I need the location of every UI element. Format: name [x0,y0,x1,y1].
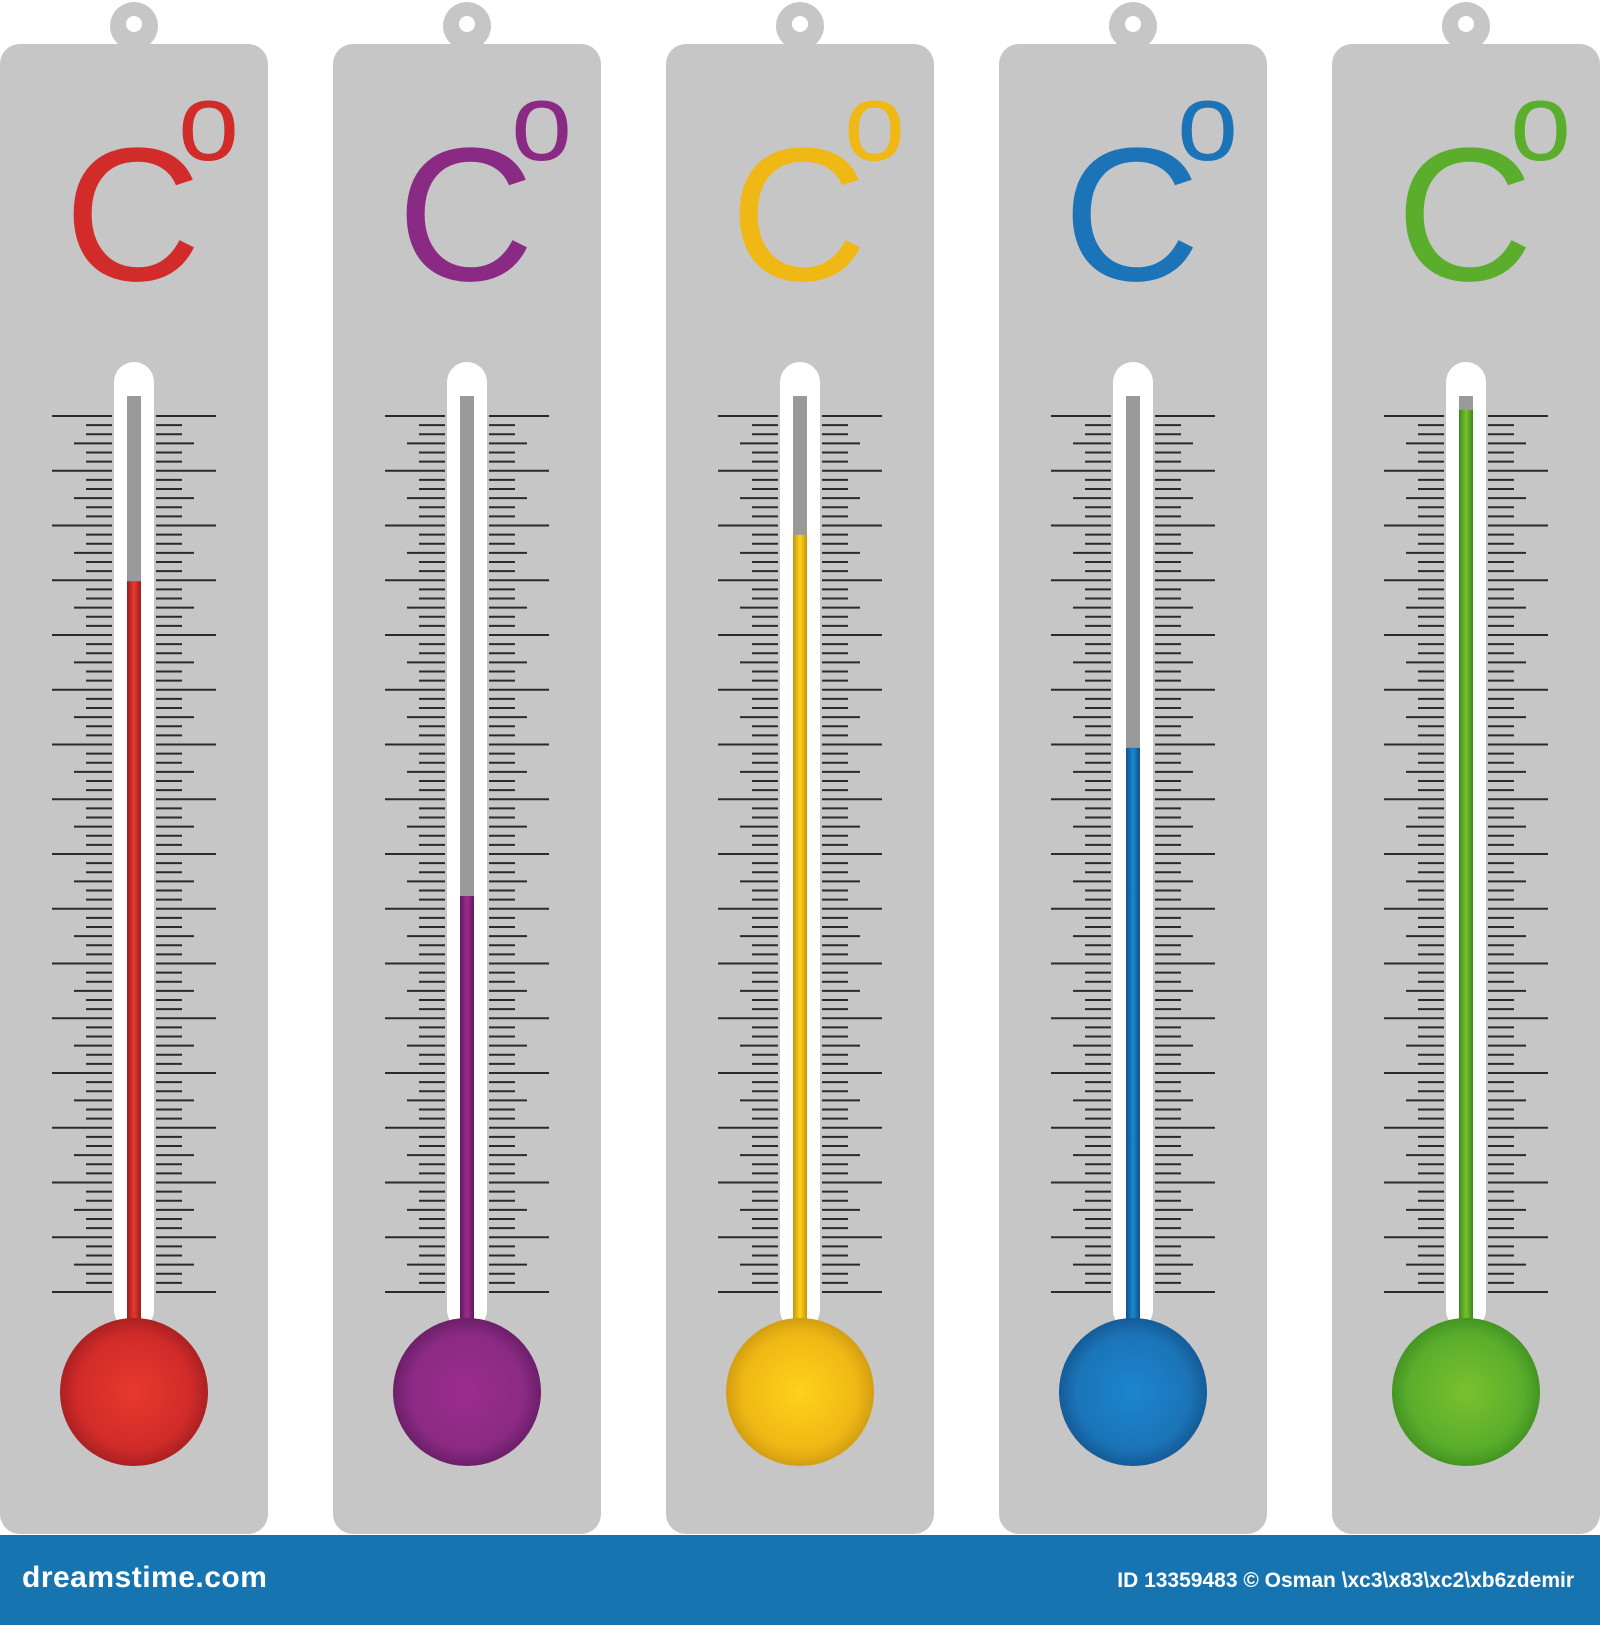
unit-degree-mark: o [1177,61,1238,184]
hanger-hole [1458,16,1474,32]
watermark-brand: dreamstime.com [22,1561,268,1594]
scale-ticks [718,415,882,1293]
hanger-hole [459,16,475,32]
liquid-column [1126,747,1140,1342]
unit-letter: C [64,109,201,321]
thermometer-green: Co [1332,2,1600,1534]
thermometer-bulb [1059,1318,1207,1466]
unit-degree-mark: o [178,61,239,184]
liquid-column [793,534,807,1342]
scale-ticks [1051,415,1215,1293]
unit-letter: C [397,109,534,321]
thermometer-purple: Co [333,2,601,1534]
thermometer-bulb [60,1318,208,1466]
liquid-column [1459,409,1473,1342]
hanger-hole [126,16,142,32]
thermometer-red: Co [0,2,268,1534]
scale-ticks [1384,415,1548,1293]
thermometer-bulb [393,1318,541,1466]
scale-ticks [52,415,216,1293]
thermometers-illustration: Co Co Co Co Co [0,2,1600,1534]
liquid-column [460,896,474,1342]
watermark-bar: dreamstime.com ID 13359483 © Osman \xc3\… [0,1535,1600,1625]
unit-degree-mark: o [1510,61,1571,184]
thermometer-bulb [1392,1318,1540,1466]
hanger-hole [792,16,808,32]
thermometer-yellow: Co [666,2,934,1534]
unit-letter: C [1063,109,1200,321]
liquid-column [127,581,141,1342]
unit-letter: C [730,109,867,321]
unit-degree-mark: o [844,61,905,184]
hanger-hole [1125,16,1141,32]
thermometer-bulb [726,1318,874,1466]
image-credit: ID 13359483 © Osman \xc3\x83\xc2\xb6zdem… [1117,1569,1574,1592]
thermometer-blue: Co [999,2,1267,1534]
unit-degree-mark: o [511,61,572,184]
scale-ticks [385,415,549,1293]
unit-letter: C [1396,109,1533,321]
